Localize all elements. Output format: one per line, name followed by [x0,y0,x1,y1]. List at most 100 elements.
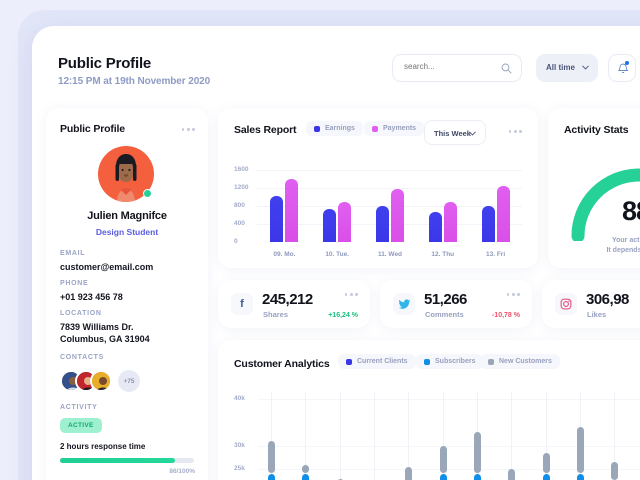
legend-payments-swatch [372,125,378,132]
twitter-icon [393,293,415,315]
activity-stats-card: Activity Stats 88% Your activity rate is… [548,108,640,268]
bar-stem [305,392,307,480]
legend-subscribers[interactable]: Subscribers [416,354,484,369]
social-card-facebook: f 245,212 Shares +16,24 % [218,280,370,328]
bar-new-customers [268,441,275,473]
bar-column [466,390,492,480]
legend-subscribers-label: Subscribers [435,358,476,365]
field-email-label: EMAIL [60,250,86,257]
activity-gauge [571,168,640,241]
bar-payments [496,185,510,242]
bar-column [603,390,629,480]
bar-payments [390,189,404,242]
notifications-button[interactable] [608,54,636,82]
chevron-down-icon [582,65,589,70]
field-contacts: CONTACTS [60,354,104,361]
sales-report-chart: 0 400 800 1200 1600 09. Mo. 10. Tue. 11. Wed 12… [234,154,522,258]
bar-new-customers [576,427,584,473]
customer-analytics-bars [260,390,640,480]
activity-gauge-subtitle: Your activity rate is It depends on your… [606,237,640,254]
bar-subscribers [268,474,275,480]
bar-subscribers [439,474,447,480]
field-email-value: customer@email.com [60,262,154,272]
field-phone: PHONE +01 923 456 78 [60,280,123,303]
gridline [256,206,522,207]
bar-earnings [428,211,442,242]
facebook-card-menu[interactable] [344,293,358,296]
bar-group [375,189,404,242]
sales-chart-bars [258,170,522,242]
response-time-text: 2 hours response time [60,442,146,451]
bar-payments [285,179,299,242]
y-axis-tick: 30k [234,442,245,449]
search-box[interactable] [392,54,522,82]
search-input[interactable] [404,62,494,71]
bar-subscribers [576,474,584,480]
profile-card-menu[interactable] [181,128,195,131]
y-axis-tick: 40k [234,395,245,403]
date-filter-button[interactable]: All time [536,54,598,82]
legend-new-customers-label: New Customers [499,358,552,365]
contacts-more-count[interactable]: +75 [118,370,140,392]
bar-column [397,390,423,480]
twitter-delta: -10,78 % [491,312,520,319]
bar-column [260,390,286,480]
customer-analytics-card: Customer Analytics Current Clients Subsc… [218,340,640,480]
avatar-illustration [115,154,137,202]
bar-earnings [323,208,337,242]
bar-new-customers [508,469,516,480]
app-header: Public Profile 12:15 PM at 19th November… [32,26,640,100]
contact-avatar-3[interactable] [90,370,112,392]
legend-new-customers-swatch [488,358,494,365]
bar-stem [339,392,341,480]
period-filter-label: This Week [434,129,471,138]
sales-chart-xaxis: 09. Mo. 10. Tue. 11. Wed 12. Thu 13. Fri [258,251,522,258]
activity-progress-bar [60,458,194,463]
x-axis-label: 12. Thu [431,251,455,258]
legend-new-customers[interactable]: New Customers [480,354,560,369]
field-email: EMAIL customer@email.com [60,250,153,273]
bar-stem [614,392,616,480]
sales-report-menu[interactable] [508,130,522,133]
customer-analytics-title: Customer Analytics [234,358,330,370]
legend-current-clients[interactable]: Current Clients [338,354,416,369]
activity-progress-label: 86/100% [169,468,195,475]
status-badge: ACTIVE [60,418,102,433]
customer-analytics-chart: 20k25k30k40k [234,390,640,480]
bell-icon [617,63,629,74]
legend-earnings[interactable]: Earnings [306,121,363,136]
legend-earnings-label: Earnings [325,125,355,132]
contacts-avatars[interactable]: +75 [60,370,140,392]
activity-gauge-value: 88% [622,196,640,226]
sales-report-card: Sales Report Earnings Payments This Week… [218,108,538,268]
bar-subscribers [473,474,481,480]
y-axis-tick: 1200 [234,184,249,191]
twitter-card-menu[interactable] [506,293,520,296]
period-filter-button[interactable]: This Week [424,120,486,145]
bar-new-customers [611,462,619,480]
gridline [256,170,522,171]
gridline [258,399,640,401]
field-phone-value: +01 923 456 78 [60,292,123,302]
bar-new-customers [302,464,310,473]
page-subtitle: 12:15 PM at 19th November 2020 [58,76,211,87]
bar-column [329,390,355,480]
bar-earnings [481,206,495,242]
twitter-label: Comments [425,310,464,319]
social-card-twitter: 51,266 Comments -10,78 % [380,280,532,328]
legend-payments-label: Payments [383,125,417,132]
activity-label: ACTIVITY [60,404,98,411]
legend-payments[interactable]: Payments [364,121,425,136]
x-axis-label: 10. Tue. [325,251,350,258]
contacts-label: CONTACTS [60,354,104,361]
legend-current-clients-label: Current Clients [357,358,408,365]
y-axis-tick: 1600 [234,166,249,173]
bar-new-customers [405,467,413,480]
gridline [256,188,522,189]
online-status-dot [143,189,152,198]
chevron-down-icon [469,131,476,136]
field-activity: ACTIVITY [60,404,98,411]
bar-new-customers [439,446,447,473]
x-axis-label: 09. Mo. [273,251,296,258]
